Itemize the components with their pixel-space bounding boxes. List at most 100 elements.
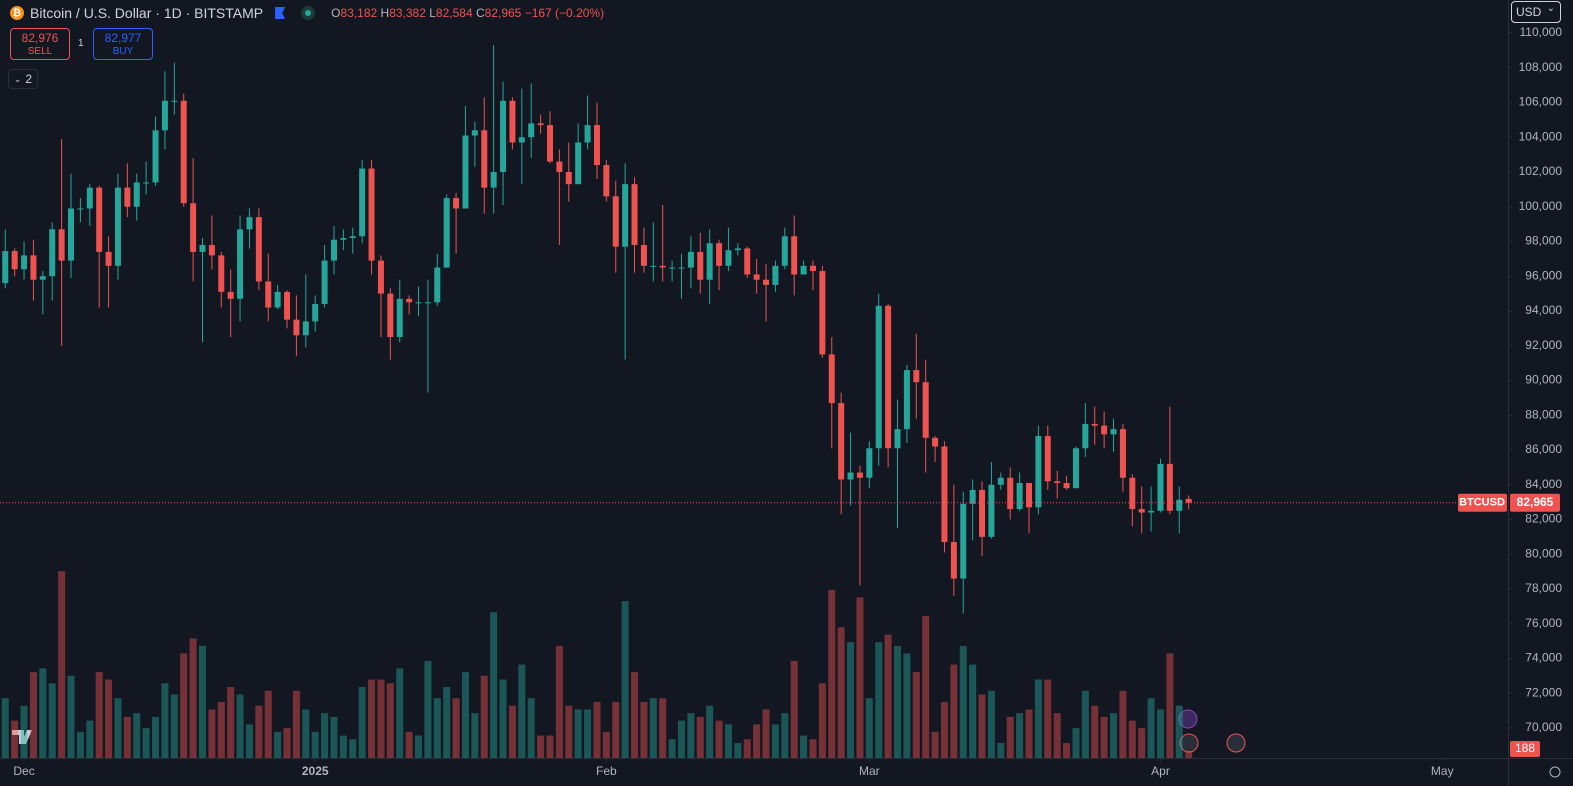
event-icons[interactable] xyxy=(1178,709,1246,753)
candle-body xyxy=(255,217,262,282)
y-tick-label: 108,000 xyxy=(1519,60,1563,74)
volume-bar xyxy=(452,698,460,758)
volume-bar xyxy=(715,720,723,758)
volume-bar xyxy=(546,735,554,758)
candle-body xyxy=(678,267,685,269)
market-status[interactable] xyxy=(301,6,316,20)
volume-bar xyxy=(123,716,131,758)
y-tick-label: 76,000 xyxy=(1525,616,1562,630)
candle-body xyxy=(1044,436,1051,482)
candle-body xyxy=(227,291,234,299)
candle-body xyxy=(650,265,657,267)
candle-body xyxy=(819,271,826,355)
volume-bar xyxy=(39,668,47,758)
candle-body xyxy=(171,100,178,102)
volume-bar xyxy=(1025,709,1033,758)
candle-body xyxy=(518,137,525,143)
y-tick-label: 104,000 xyxy=(1519,129,1563,143)
candle-body xyxy=(734,248,741,251)
y-tick-label: 90,000 xyxy=(1525,373,1562,387)
candle-body xyxy=(105,251,112,266)
volume-bar xyxy=(884,634,892,758)
candle-body xyxy=(406,298,413,303)
candle-body xyxy=(838,403,845,480)
candle-body xyxy=(368,168,375,261)
candle-body xyxy=(537,123,544,126)
candle-body xyxy=(697,251,704,280)
volume-bar xyxy=(415,735,423,758)
candle-body xyxy=(246,217,253,230)
volume-bar xyxy=(245,724,253,758)
x-tick-label: 2025 xyxy=(302,764,329,778)
y-tick-label: 110,000 xyxy=(1520,25,1563,39)
candle-body xyxy=(575,142,582,185)
x-tick-label: Feb xyxy=(596,764,617,778)
candle-body xyxy=(218,255,225,292)
volume-bar xyxy=(940,701,948,758)
y-tick-label: 74,000 xyxy=(1525,651,1562,665)
settings-icon[interactable] xyxy=(1549,766,1561,778)
sell-button[interactable]: 82,976 SELL xyxy=(10,28,70,60)
flag-icon[interactable] xyxy=(275,7,286,19)
sell-price: 82,976 xyxy=(21,31,59,45)
volume-bar xyxy=(706,705,714,758)
candle-body xyxy=(114,187,121,266)
candle-body xyxy=(462,135,469,209)
high-key: H xyxy=(380,6,390,20)
volume-bar xyxy=(518,664,526,758)
y-tick-label: 80,000 xyxy=(1525,546,1562,560)
candle-body xyxy=(1119,429,1126,478)
volume-bar xyxy=(837,627,845,758)
volume-bar xyxy=(847,642,855,758)
candle-body xyxy=(781,236,788,266)
volume-bar xyxy=(828,589,836,758)
candle-body xyxy=(30,255,37,280)
volume-bar xyxy=(1044,679,1052,758)
candle-body xyxy=(1129,477,1136,510)
candle-body xyxy=(68,208,75,261)
volume-bar xyxy=(1128,720,1136,758)
candle-body xyxy=(199,244,206,252)
x-tick-label: Apr xyxy=(1151,764,1170,778)
candle-body xyxy=(556,161,563,172)
volume-bar xyxy=(987,690,995,758)
candle-body xyxy=(528,123,535,138)
symbol-title[interactable]: Bitcoin / U.S. Dollar · 1D · BITSTAMP xyxy=(30,5,264,21)
volume-bar xyxy=(677,720,685,758)
volume-bars xyxy=(1,571,1193,758)
candle-body xyxy=(302,321,309,336)
volume-bar xyxy=(208,709,216,758)
indicator-count: 2 xyxy=(25,72,33,86)
candle-body xyxy=(1110,429,1117,435)
candle-body xyxy=(903,370,910,430)
volume-bar xyxy=(499,679,507,758)
candle-body xyxy=(359,168,366,237)
volume-bar xyxy=(1156,709,1164,758)
volume-bar xyxy=(584,709,592,758)
volume-bar xyxy=(762,709,770,758)
candle-body xyxy=(753,274,760,280)
volume-bar xyxy=(142,728,150,758)
candle-body xyxy=(321,260,328,305)
candle-body xyxy=(612,196,619,247)
volume-bar xyxy=(377,679,385,758)
volume-bar xyxy=(1063,743,1071,758)
volume-bar xyxy=(180,653,188,758)
volume-bar xyxy=(903,653,911,758)
candle-body xyxy=(997,477,1004,485)
volume-bar xyxy=(283,728,291,758)
currency-select[interactable]: USD xyxy=(1511,1,1561,23)
candle-body xyxy=(39,276,46,280)
candle-body xyxy=(86,187,93,209)
candle-body xyxy=(284,291,291,320)
buy-button[interactable]: 82,977 BUY xyxy=(93,28,153,60)
volume-bar xyxy=(950,664,958,758)
volume-bar xyxy=(997,743,1005,758)
volume-bar xyxy=(922,616,930,758)
candle-body xyxy=(593,125,600,166)
candle-body xyxy=(453,198,460,209)
candle-body xyxy=(312,304,319,322)
volume-bar xyxy=(800,735,808,758)
indicators-toggle[interactable]: ⌄ 2 xyxy=(8,69,38,89)
volume-bar xyxy=(781,713,789,758)
